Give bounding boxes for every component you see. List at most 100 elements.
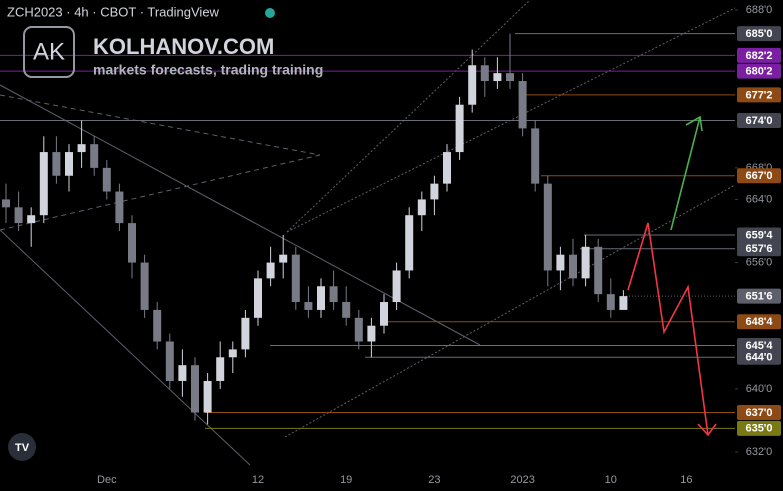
- candle-body: [443, 152, 451, 184]
- price-badge-label: 659'4: [745, 229, 773, 241]
- price-badge: [737, 349, 781, 365]
- price-badge-label: 648'4: [745, 316, 773, 328]
- price-badge-label: 674'0: [745, 115, 772, 127]
- price-badge: [737, 113, 781, 128]
- candle-body: [241, 317, 250, 350]
- candle-body: [594, 246, 603, 295]
- candle-body: [531, 128, 540, 184]
- candle-body: [556, 254, 565, 271]
- price-badge: [737, 168, 781, 184]
- candle-body: [543, 183, 552, 271]
- candle-body: [77, 144, 86, 153]
- candle-body: [266, 262, 275, 279]
- price-badge-label: 677'2: [745, 89, 772, 101]
- candle-body: [329, 286, 338, 303]
- x-tick-label: 23: [428, 474, 440, 486]
- candle-body: [102, 167, 111, 192]
- price-badge: [737, 337, 781, 353]
- brand-tagline: markets forecasts, trading training: [93, 62, 323, 78]
- candle-body: [354, 317, 363, 342]
- candle-body: [228, 349, 237, 358]
- price-badge: [737, 47, 781, 63]
- candle-body: [279, 254, 288, 263]
- candle-body: [455, 104, 464, 153]
- price-badge: [737, 26, 781, 42]
- price-badge-label: 685'0: [745, 28, 772, 40]
- price-levels: [0, 33, 735, 429]
- watermark: AK KOLHANOV.COM markets forecasts, tradi…: [23, 26, 323, 78]
- price-badge: [737, 241, 781, 257]
- x-tick-label: 12: [252, 474, 264, 486]
- candle-body: [140, 262, 149, 310]
- candle-body: [380, 302, 388, 326]
- y-tick-label: 632'0: [746, 446, 773, 458]
- price-badge-label: 635'0: [745, 423, 772, 435]
- price-badge: [737, 227, 781, 243]
- chart-title: ZCH2023 · 4h · CBOT · TradingView: [7, 4, 220, 19]
- price-badge: [737, 314, 781, 330]
- candle-body: [27, 215, 36, 224]
- price-badge-label: 667'0: [745, 170, 772, 182]
- y-tick-label: 640'0: [746, 383, 773, 395]
- candle-body: [468, 65, 477, 105]
- candle-body: [392, 270, 401, 303]
- price-badge: [737, 420, 781, 436]
- candle-body: [90, 144, 99, 168]
- y-tick-label: 688'0: [746, 4, 773, 16]
- candle-body: [304, 302, 313, 310]
- candle-body: [619, 296, 628, 310]
- candle-body: [342, 302, 351, 318]
- price-badge-label: 682'2: [745, 50, 772, 62]
- candle-body: [165, 341, 174, 381]
- candle-body: [216, 357, 225, 381]
- candle-body: [203, 380, 212, 413]
- logo-text: AK: [33, 38, 65, 65]
- candle-body: [405, 215, 414, 271]
- candle-body: [115, 191, 124, 224]
- candle-body: [317, 286, 325, 310]
- brand-name: KOLHANOV.COM: [93, 34, 274, 59]
- candle-body: [506, 73, 514, 82]
- y-tick-label: 664'0: [746, 193, 773, 205]
- price-badge: [737, 288, 781, 304]
- logo-frame: [23, 26, 75, 78]
- candle-body: [2, 199, 10, 208]
- x-tick-label: 10: [605, 474, 617, 486]
- price-badge-label: 680'2: [745, 66, 772, 78]
- price-badge-label: 657'6: [745, 243, 772, 255]
- candle-body: [14, 207, 23, 224]
- price-badge: [737, 87, 781, 103]
- price-badge-label: 644'0: [745, 352, 772, 364]
- x-tick-label: Dec: [97, 474, 117, 486]
- y-tick-label: 656'0: [746, 256, 773, 268]
- candle-body: [581, 246, 590, 279]
- candle-body: [417, 199, 426, 216]
- candle-body: [254, 278, 262, 318]
- candle-body: [430, 183, 439, 200]
- x-tick-label: 16: [680, 474, 692, 486]
- candle-body: [480, 65, 489, 82]
- tv-logo: TV: [8, 433, 36, 461]
- candle-body: [291, 254, 300, 303]
- candle-body: [606, 294, 615, 310]
- svg-text:TV: TV: [15, 442, 30, 454]
- candle-body: [367, 325, 376, 342]
- candle-body: [153, 309, 162, 342]
- candle-body: [518, 81, 527, 129]
- candle-body: [65, 152, 73, 176]
- candle-body: [39, 152, 48, 216]
- price-badge-label: 645'4: [745, 340, 773, 352]
- status-dot: [265, 8, 275, 18]
- price-badge-label: 637'0: [745, 407, 772, 419]
- x-tick-label: 2023: [510, 474, 534, 486]
- candle-body: [493, 73, 502, 82]
- candle-body: [52, 152, 61, 176]
- x-tick-label: 19: [340, 474, 352, 486]
- price-badge: [737, 405, 781, 421]
- price-badge-label: 651'6: [745, 291, 772, 303]
- candle-body: [191, 365, 199, 413]
- price-badge: [737, 63, 781, 79]
- candles: [2, 33, 628, 425]
